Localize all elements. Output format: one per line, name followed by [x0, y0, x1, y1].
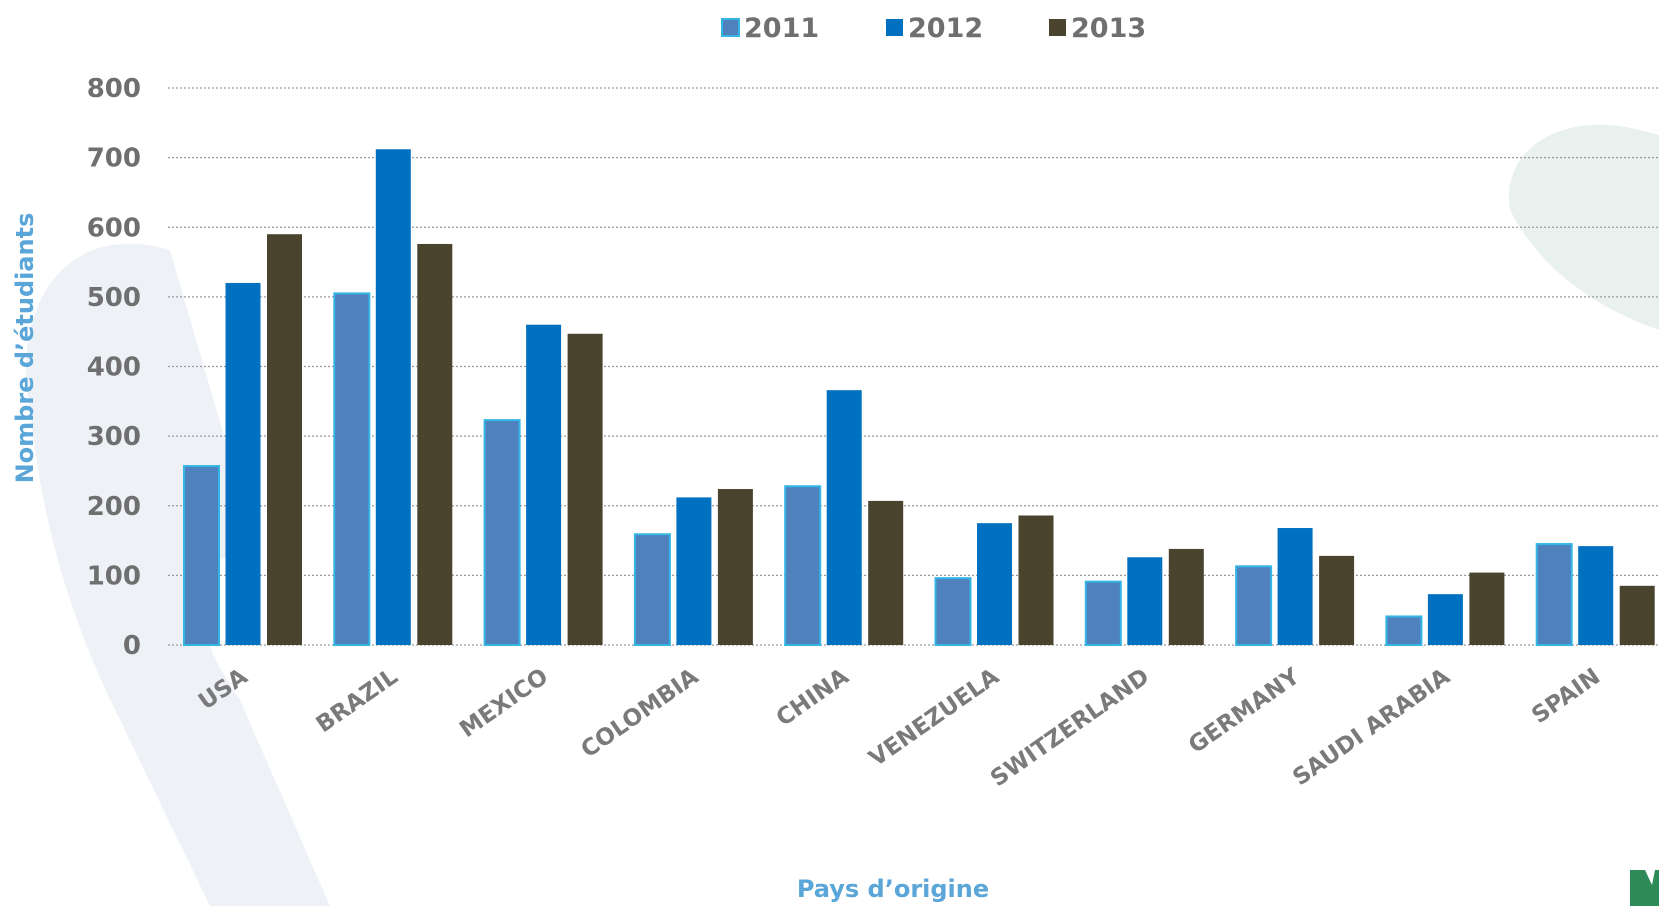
gridlines	[168, 87, 1659, 646]
bar-mexico-2013	[567, 333, 603, 645]
bar-usa-2012	[225, 282, 261, 645]
bar-colombia-2011	[633, 533, 671, 647]
bar-spain-2013	[1619, 585, 1655, 645]
y-tick-label: 300	[87, 422, 141, 452]
y-tick-label: 600	[87, 213, 141, 243]
bar-china-2013	[868, 500, 904, 645]
x-tick-label: SPAIN	[1527, 664, 1605, 729]
y-tick-label: 400	[87, 353, 141, 383]
bar-brazil-2012	[375, 149, 411, 645]
x-axis-title: Pays d’origine	[797, 875, 989, 903]
background-watermark	[26, 124, 1659, 906]
bar-colombia-2012	[676, 497, 712, 645]
bar-venezuela-2011	[934, 577, 972, 646]
legend: 2011 2012 2013	[721, 13, 1146, 44]
bar-usa-2013	[267, 234, 302, 645]
bar-brazil-2013	[417, 243, 453, 645]
bar-mexico-2011	[483, 419, 521, 646]
x-tick-label: SAUDI ARABIA	[1288, 664, 1455, 792]
bar-usa-2011	[183, 465, 220, 646]
y-axis-ticks: 0 100 200 300 400 500 600 700 800	[87, 74, 141, 661]
bar-germany-2013	[1319, 555, 1355, 645]
x-tick-label: COLOMBIA	[577, 664, 704, 764]
bar-mexico-2012	[526, 324, 562, 645]
bar-brazil-2011	[333, 292, 371, 646]
legend-swatch-2012	[886, 19, 903, 36]
x-tick-label: BRAZIL	[312, 663, 403, 738]
x-tick-label: VENEZUELA	[865, 664, 1005, 773]
bar-switzerland-2013	[1168, 548, 1204, 645]
bar-saudi-arabia-2012	[1427, 594, 1463, 645]
x-axis-labels: USA BRAZIL MEXICO COLOMBIA CHINA VENEZUELASWI…	[194, 663, 1605, 792]
x-tick-label: MEXICO	[455, 664, 553, 743]
y-tick-label: 800	[87, 74, 141, 104]
legend-swatch-2013	[1049, 19, 1066, 36]
x-tick-label: GERMANY	[1184, 663, 1305, 758]
bar-saudi-arabia-2013	[1469, 572, 1505, 645]
x-tick-label: SWITZERLAND	[986, 664, 1154, 793]
bar-switzerland-2012	[1127, 557, 1163, 645]
bar-saudi-arabia-2011	[1385, 615, 1423, 646]
bar-germany-2011	[1235, 565, 1273, 646]
bar-china-2012	[826, 390, 862, 645]
bar-venezuela-2013	[1018, 515, 1054, 645]
bar-venezuela-2012	[977, 523, 1012, 645]
y-axis-title: Nombre d’étudiants	[11, 213, 39, 484]
bars	[183, 149, 1655, 647]
bar-china-2011	[784, 485, 822, 646]
y-tick-label: 200	[87, 492, 141, 522]
y-tick-label: 0	[123, 631, 141, 661]
x-tick-label: CHINA	[772, 664, 854, 732]
bar-germany-2012	[1277, 528, 1313, 645]
bar-switzerland-2011	[1084, 580, 1122, 646]
legend-label-2011: 2011	[744, 13, 819, 44]
legend-label-2012: 2012	[908, 13, 983, 44]
bar-colombia-2013	[717, 489, 753, 645]
y-tick-label: 700	[87, 144, 141, 174]
y-tick-label: 100	[87, 561, 141, 591]
bar-spain-2011	[1535, 543, 1573, 647]
legend-label-2013: 2013	[1071, 13, 1146, 44]
y-tick-label: 500	[87, 283, 141, 313]
bar-spain-2012	[1578, 546, 1614, 645]
legend-swatch-2011	[721, 18, 740, 37]
